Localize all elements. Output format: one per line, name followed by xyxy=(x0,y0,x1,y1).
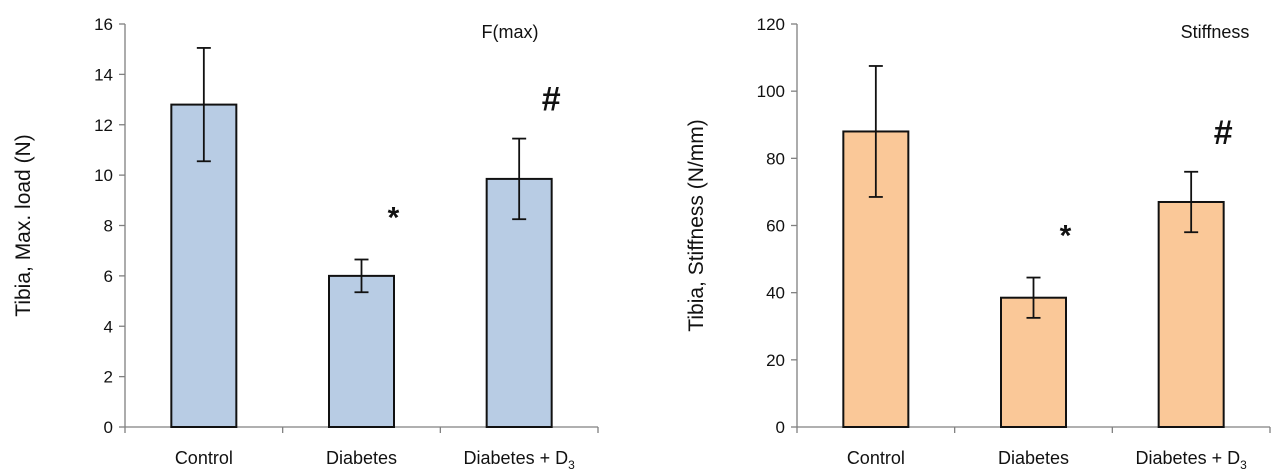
significance-marker: * xyxy=(1060,220,1072,253)
y-tick-label: 6 xyxy=(104,267,113,286)
y-tick-label: 60 xyxy=(766,217,785,236)
y-tick-label: 120 xyxy=(757,15,785,34)
significance-marker: * xyxy=(388,202,400,235)
y-tick-label: 0 xyxy=(776,418,785,437)
x-category-label: Diabetes xyxy=(326,448,397,468)
panel-title: F(max) xyxy=(482,22,539,42)
y-tick-label: 14 xyxy=(94,65,113,84)
x-category-label: Control xyxy=(847,448,905,468)
y-tick-label: 8 xyxy=(104,217,113,236)
x-category-label: Diabetes + D3 xyxy=(464,448,576,472)
bar-3 xyxy=(1157,200,1225,428)
y-tick-label: 12 xyxy=(94,116,113,135)
bar-2 xyxy=(328,274,395,428)
y-tick-label: 40 xyxy=(766,284,785,303)
significance-marker: # xyxy=(542,81,561,119)
y-tick-label: 2 xyxy=(104,368,113,387)
panel-title: Stiffness xyxy=(1181,22,1250,42)
y-tick-label: 20 xyxy=(766,351,785,370)
y-tick-label: 0 xyxy=(104,418,113,437)
y-axis-title: Tibia, Stiffness (N/mm) xyxy=(685,119,708,331)
x-category-label: Diabetes + D3 xyxy=(1136,448,1248,472)
y-tick-label: 100 xyxy=(757,82,785,101)
y-tick-label: 80 xyxy=(766,149,785,168)
significance-marker: # xyxy=(1214,114,1233,152)
y-axis-title: Tibia, Max. load (N) xyxy=(12,134,35,316)
bar-3 xyxy=(485,177,553,428)
chart-panel-1: 0 2 4 6 8 10 12 14 16 Tibia, Max. load (N) F(max) C… xyxy=(12,15,599,472)
bar-2 xyxy=(1000,296,1067,428)
x-category-label: Diabetes xyxy=(998,448,1069,468)
chart-panel-2: 0 20 40 60 80 100 120 Tibia, Stiffness (N/mm) St… xyxy=(685,15,1271,472)
x-category-label: Control xyxy=(175,448,233,468)
y-tick-label: 10 xyxy=(94,166,113,185)
y-tick-label: 16 xyxy=(94,15,113,34)
y-tick-label: 4 xyxy=(104,317,113,336)
